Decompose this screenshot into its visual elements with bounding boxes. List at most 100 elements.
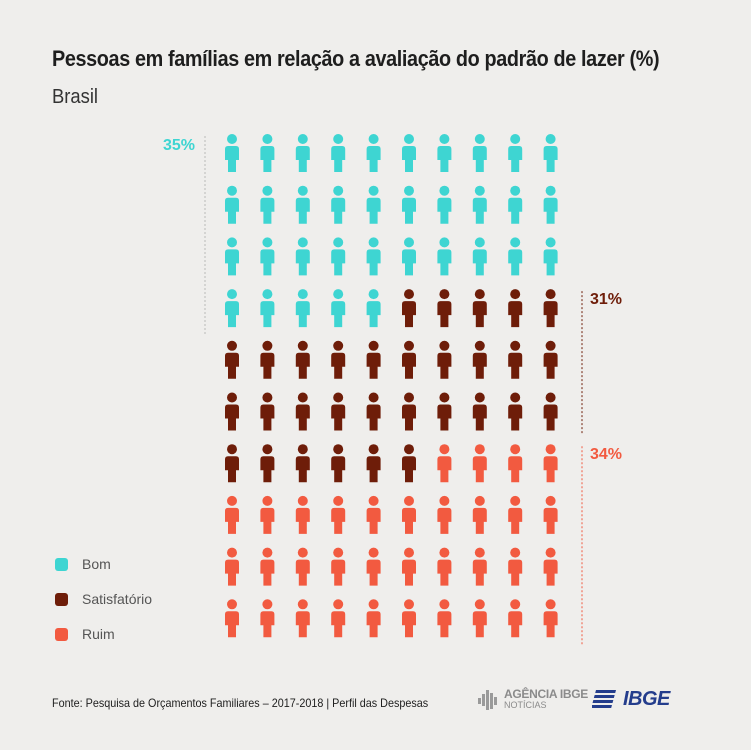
person-icon-bom — [402, 237, 416, 276]
person-icon-bom — [295, 185, 310, 224]
person-icon-satisfatorio — [295, 340, 310, 379]
agencia-ibge-logo: AGÊNCIA IBGE NOTÍCIAS — [478, 688, 588, 712]
person-icon-satisfatorio — [260, 392, 275, 431]
person-icon-bom — [437, 134, 452, 172]
person-icon-bom — [508, 134, 523, 172]
person-icon-bom — [437, 237, 452, 276]
ibge-wordmark: IBGE — [623, 688, 670, 710]
person-icon-satisfatorio — [402, 340, 416, 379]
person-icon-satisfatorio — [543, 340, 558, 379]
person-icon-ruim — [260, 547, 275, 586]
person-icon-bom — [331, 134, 346, 172]
person-icon-ruim — [366, 547, 381, 586]
person-icon-ruim — [402, 547, 416, 586]
legend-label-bom: Bom — [82, 556, 111, 572]
person-icon-ruim — [437, 495, 452, 534]
person-icon-satisfatorio — [437, 392, 452, 431]
data-label-satisfatorio: 31% — [590, 291, 622, 308]
person-icon-bom — [331, 185, 346, 224]
person-icon-bom — [472, 185, 487, 224]
person-icon-ruim — [543, 495, 558, 534]
person-icon-bom — [472, 237, 487, 276]
person-icon-ruim — [295, 495, 310, 534]
person-icon-ruim — [508, 444, 523, 483]
person-icon-bom — [295, 237, 310, 276]
person-icon-bom — [508, 237, 523, 276]
data-label-bom: 35% — [163, 137, 195, 154]
person-icon-bom — [225, 185, 239, 224]
person-icon-bom — [295, 289, 310, 328]
person-icon-ruim — [225, 599, 239, 638]
person-icon-satisfatorio — [225, 392, 239, 431]
person-icon-ruim — [225, 547, 239, 586]
person-icon-bom — [508, 185, 523, 224]
person-icon-ruim — [295, 547, 310, 586]
person-icon-bom — [260, 289, 275, 328]
person-icon-bom — [402, 185, 416, 224]
person-icon-ruim — [402, 599, 416, 638]
legend-swatch-bom — [55, 557, 68, 571]
person-icon-bom — [543, 237, 558, 276]
person-icon-ruim — [366, 599, 381, 638]
ibge-icon — [592, 689, 616, 708]
person-icon-ruim — [472, 444, 487, 483]
person-icon-ruim — [472, 547, 487, 586]
person-icon-ruim — [472, 495, 487, 534]
person-icon-satisfatorio — [472, 289, 487, 328]
legend-item-ruim: Ruim — [55, 625, 152, 643]
person-icon-satisfatorio — [260, 340, 275, 379]
legend: Bom Satisfatório Ruim — [55, 555, 152, 660]
person-icon-bom — [437, 185, 452, 224]
person-icon-bom — [543, 134, 558, 172]
person-icon-ruim — [260, 599, 275, 638]
person-icon-satisfatorio — [331, 392, 346, 431]
person-icon-bom — [225, 237, 239, 276]
person-icon-satisfatorio — [225, 444, 239, 483]
person-icon-ruim — [437, 444, 452, 483]
person-icon-satisfatorio — [508, 340, 523, 379]
person-icon-satisfatorio — [402, 289, 416, 328]
person-icon-bom — [366, 289, 381, 328]
person-icon-satisfatorio — [225, 340, 239, 379]
person-icon-ruim — [331, 599, 346, 638]
person-icon-satisfatorio — [508, 289, 523, 328]
person-icon-ruim — [508, 547, 523, 586]
person-icon-ruim — [437, 547, 452, 586]
legend-item-bom: Bom — [55, 555, 152, 573]
person-icon-satisfatorio — [543, 392, 558, 431]
person-icon-satisfatorio — [366, 444, 381, 483]
person-icon-ruim — [437, 599, 452, 638]
person-icon-satisfatorio — [295, 444, 310, 483]
person-icon-bom — [472, 134, 487, 172]
person-icon-ruim — [295, 599, 310, 638]
ibge-logo: IBGE — [592, 688, 670, 711]
legend-label-ruim: Ruim — [82, 626, 115, 642]
person-icon-satisfatorio — [295, 392, 310, 431]
legend-swatch-ruim — [55, 627, 68, 641]
agencia-ibge-icon — [478, 690, 497, 710]
person-icon-satisfatorio — [331, 340, 346, 379]
person-icon-bom — [331, 237, 346, 276]
person-icon-satisfatorio — [260, 444, 275, 483]
person-icon-ruim — [331, 495, 346, 534]
person-icon-satisfatorio — [437, 289, 452, 328]
person-icon-ruim — [472, 599, 487, 638]
source-note: Fonte: Pesquisa de Orçamentos Familiares… — [52, 696, 429, 710]
person-icon-satisfatorio — [543, 289, 558, 328]
person-icon-bom — [225, 289, 239, 328]
person-icon-ruim — [543, 599, 558, 638]
person-icon-bom — [295, 134, 310, 172]
page-title: Pessoas em famílias em relação a avaliaç… — [52, 46, 660, 71]
agencia-title: AGÊNCIA IBGE — [504, 687, 588, 701]
person-icon-bom — [260, 237, 275, 276]
person-icon-ruim — [508, 599, 523, 638]
person-icon-ruim — [225, 495, 239, 534]
person-icon-satisfatorio — [508, 392, 523, 431]
legend-label-satisfatorio: Satisfatório — [82, 591, 153, 607]
legend-swatch-satisfatorio — [55, 592, 68, 606]
person-icon-ruim — [366, 495, 381, 534]
person-icon-bom — [225, 134, 239, 172]
person-icon-satisfatorio — [366, 340, 381, 379]
person-icon-bom — [366, 237, 381, 276]
person-icon-satisfatorio — [402, 444, 416, 483]
